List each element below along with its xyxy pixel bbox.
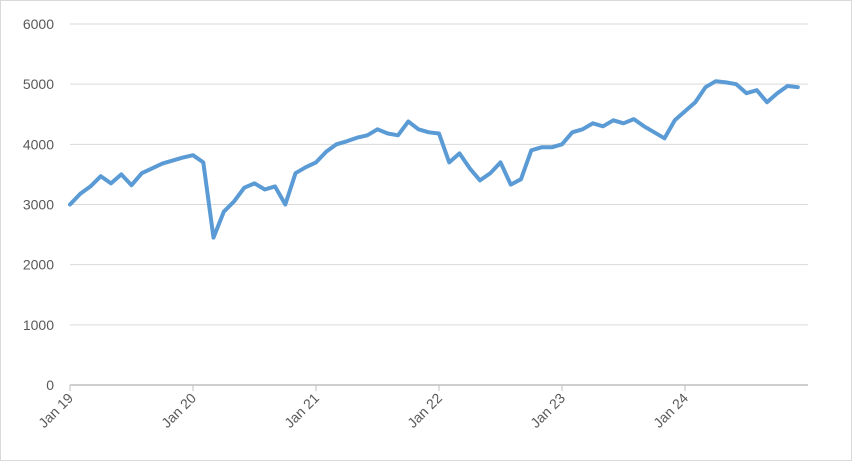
y-tick-label: 4000 bbox=[23, 136, 54, 152]
y-tick-label: 5000 bbox=[23, 76, 54, 92]
x-tick-label: Jan 19 bbox=[35, 390, 76, 431]
y-tick-label: 2000 bbox=[23, 257, 54, 273]
y-tick-label: 6000 bbox=[23, 16, 54, 32]
x-tick-label: Jan 22 bbox=[404, 390, 445, 431]
y-tick-label: 0 bbox=[46, 377, 54, 393]
x-axis: Jan 19 Jan 20 Jan 21 Jan 22 Jan 23 Jan 24 bbox=[35, 384, 808, 431]
x-tick-label: Jan 21 bbox=[281, 390, 322, 431]
series-line bbox=[68, 79, 800, 240]
x-tick-label: Jan 24 bbox=[650, 390, 691, 431]
x-tick-label: Jan 23 bbox=[527, 390, 568, 431]
y-tick-label: 1000 bbox=[23, 317, 54, 333]
x-tick-label: Jan 20 bbox=[158, 390, 199, 431]
y-tick-label: 3000 bbox=[23, 197, 54, 213]
series-lines bbox=[68, 79, 800, 240]
y-axis-tick-labels: 0 1000 2000 3000 4000 5000 6000 bbox=[23, 16, 54, 393]
gridlines bbox=[70, 23, 808, 326]
